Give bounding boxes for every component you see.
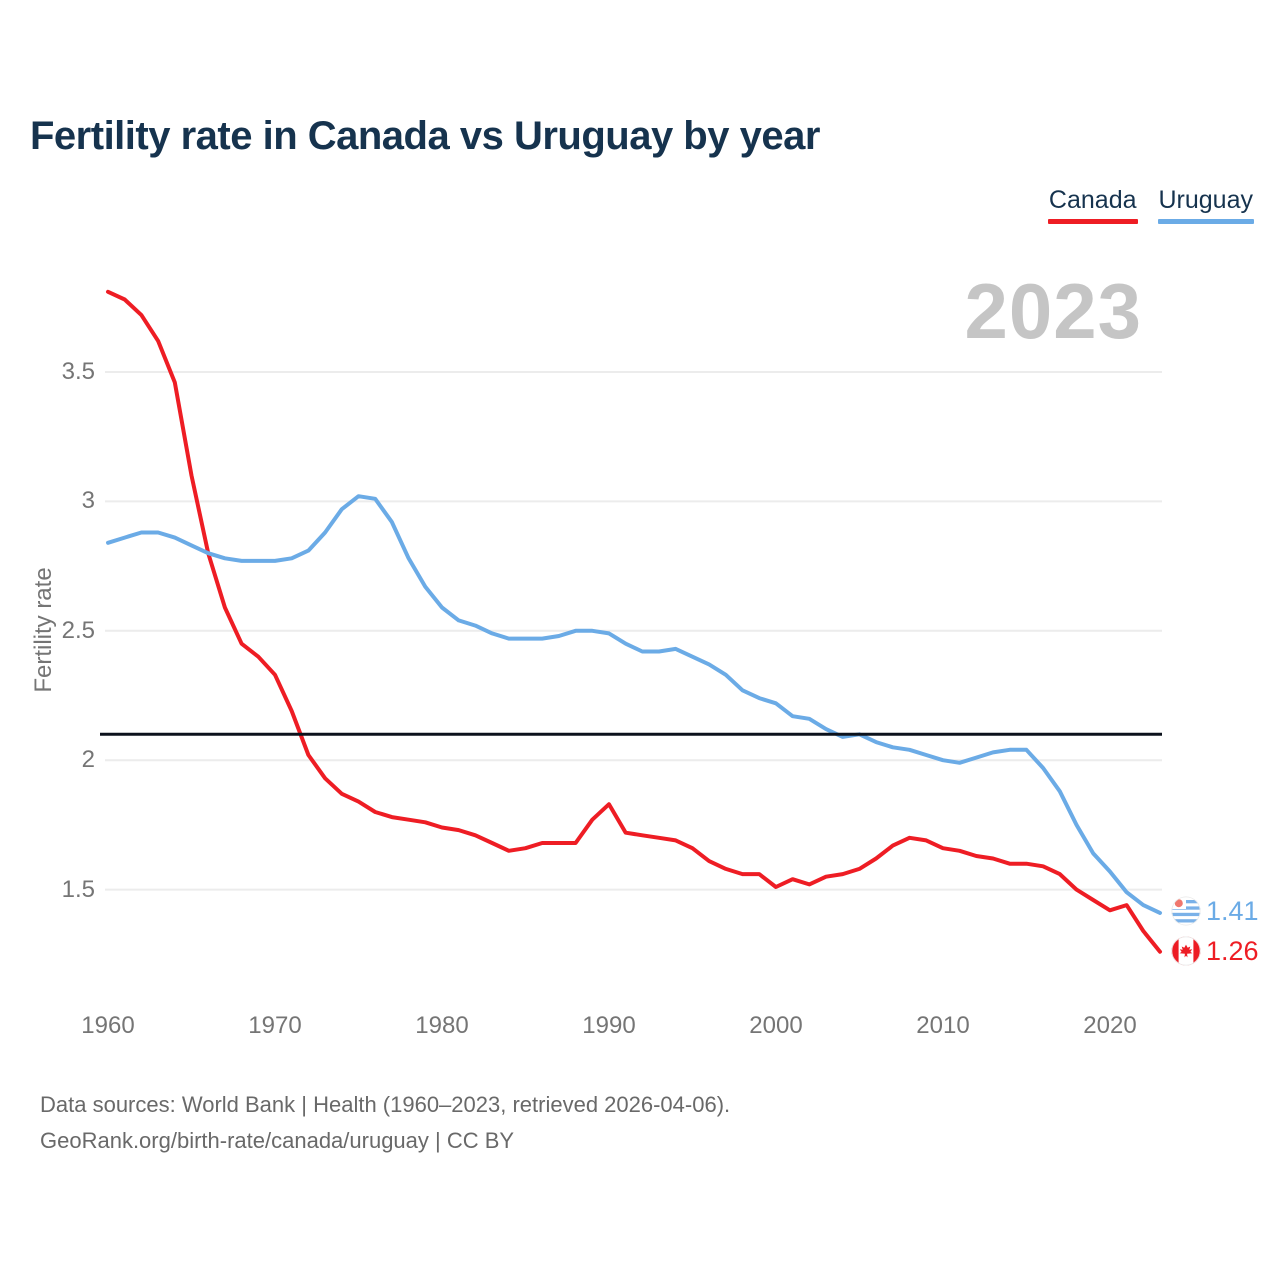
- x-tick-label: 2020: [1083, 1012, 1137, 1039]
- x-tick-label: 1960: [81, 1012, 135, 1039]
- canada-flag-icon: [1171, 936, 1201, 966]
- uruguay-flag-icon: [1171, 896, 1201, 926]
- legend: Canada Uruguay: [1047, 186, 1254, 224]
- y-tick-label: 2: [81, 746, 95, 773]
- x-tick-label: 2000: [749, 1012, 803, 1039]
- footer-source-line: Data sources: World Bank | Health (1960–…: [40, 1092, 731, 1117]
- legend-item-canada[interactable]: Canada: [1047, 186, 1138, 224]
- end-value-uruguay: 1.41: [1206, 896, 1259, 926]
- end-value-canada: 1.26: [1206, 936, 1259, 966]
- canada-line: [106, 289, 1162, 954]
- y-tick-label: 1.5: [61, 876, 95, 903]
- legend-label-canada: Canada: [1048, 186, 1137, 214]
- legend-underline-canada: [1047, 219, 1138, 224]
- legend-item-uruguay[interactable]: Uruguay: [1157, 186, 1254, 224]
- legend-label-uruguay: Uruguay: [1158, 186, 1254, 214]
- x-tick-label: 1980: [415, 1012, 469, 1039]
- uruguay-line: [106, 494, 1162, 915]
- x-tick-label: 1990: [582, 1012, 636, 1039]
- watermark-year: 2023: [964, 267, 1142, 355]
- footer-license-line[interactable]: GeoRank.org/birth-rate/canada/uruguay | …: [40, 1128, 515, 1153]
- y-tick-label: 2.5: [61, 617, 95, 644]
- x-tick-label: 1970: [248, 1012, 302, 1039]
- page-title: Fertility rate in Canada vs Uruguay by y…: [30, 114, 820, 158]
- x-tick-label: 2010: [916, 1012, 970, 1039]
- y-tick-label: 3: [81, 487, 95, 514]
- legend-underline-uruguay: [1157, 219, 1254, 224]
- y-tick-label: 3.5: [61, 358, 95, 385]
